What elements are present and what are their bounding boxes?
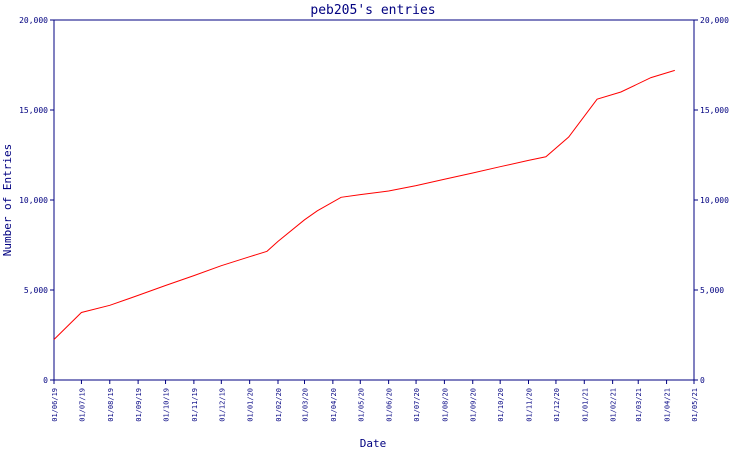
y-tick-label-right: 0: [700, 376, 705, 385]
x-tick-label: 01/02/21: [610, 388, 618, 422]
x-tick-label: 01/02/20: [275, 388, 283, 422]
y-tick-label-right: 5,000: [700, 286, 724, 295]
plot-area: [53, 19, 695, 381]
x-tick-label: 01/01/20: [247, 388, 255, 422]
x-tick-label: 01/06/20: [386, 388, 394, 422]
y-tick-label-left: 5,000: [24, 286, 48, 295]
x-tick-label: 01/05/21: [691, 388, 699, 422]
chart-title: peb205's entries: [310, 3, 435, 18]
x-tick-label: 01/08/19: [107, 388, 115, 422]
y-axis-right: 0 5,000 10,000 15,000 20,000: [694, 16, 729, 385]
x-tick-label: 01/06/19: [51, 388, 59, 422]
x-tick-label: 01/03/20: [302, 388, 310, 422]
series-group: [53, 69, 675, 340]
x-tick-label: 01/07/19: [78, 388, 86, 422]
x-tick-label: 01/10/20: [497, 388, 505, 422]
x-axis: 01/06/19 01/07/19 01/08/19 01/09/19 01/10/19…: [51, 380, 699, 422]
x-tick-label: 01/01/21: [581, 388, 589, 422]
x-tick-label: 01/04/21: [664, 388, 672, 422]
x-tick-label: 01/11/19: [191, 388, 199, 422]
series-line-0: [53, 69, 675, 340]
x-tick-label: 01/04/20: [330, 388, 338, 422]
x-tick-label: 01/12/19: [218, 388, 226, 422]
y-axis-left: 0 5,000 10,000 15,000 20,000: [19, 16, 54, 385]
x-tick-label: 01/12/20: [553, 388, 561, 422]
x-tick-label: 01/09/19: [135, 388, 143, 422]
y-tick-label-left: 10,000: [19, 196, 48, 205]
y-tick-label-right: 20,000: [700, 16, 729, 25]
y-tick-label-left: 15,000: [19, 106, 48, 115]
y-tick-label-left: 20,000: [19, 16, 48, 25]
y-tick-label-left: 0: [43, 376, 48, 385]
y-tick-label-right: 15,000: [700, 106, 729, 115]
x-tick-label: 01/11/20: [526, 388, 534, 422]
y-tick-label-right: 10,000: [700, 196, 729, 205]
x-tick-label: 01/10/19: [163, 388, 171, 422]
x-tick-label: 01/05/20: [357, 388, 365, 422]
x-tick-label: 01/03/21: [635, 388, 643, 422]
x-tick-label: 01/07/20: [413, 388, 421, 422]
x-axis-label: Date: [360, 437, 387, 450]
y-axis-label: Number of Entries: [1, 144, 14, 257]
x-tick-label: 01/09/20: [470, 388, 478, 422]
x-tick-label: 01/08/20: [441, 388, 449, 422]
